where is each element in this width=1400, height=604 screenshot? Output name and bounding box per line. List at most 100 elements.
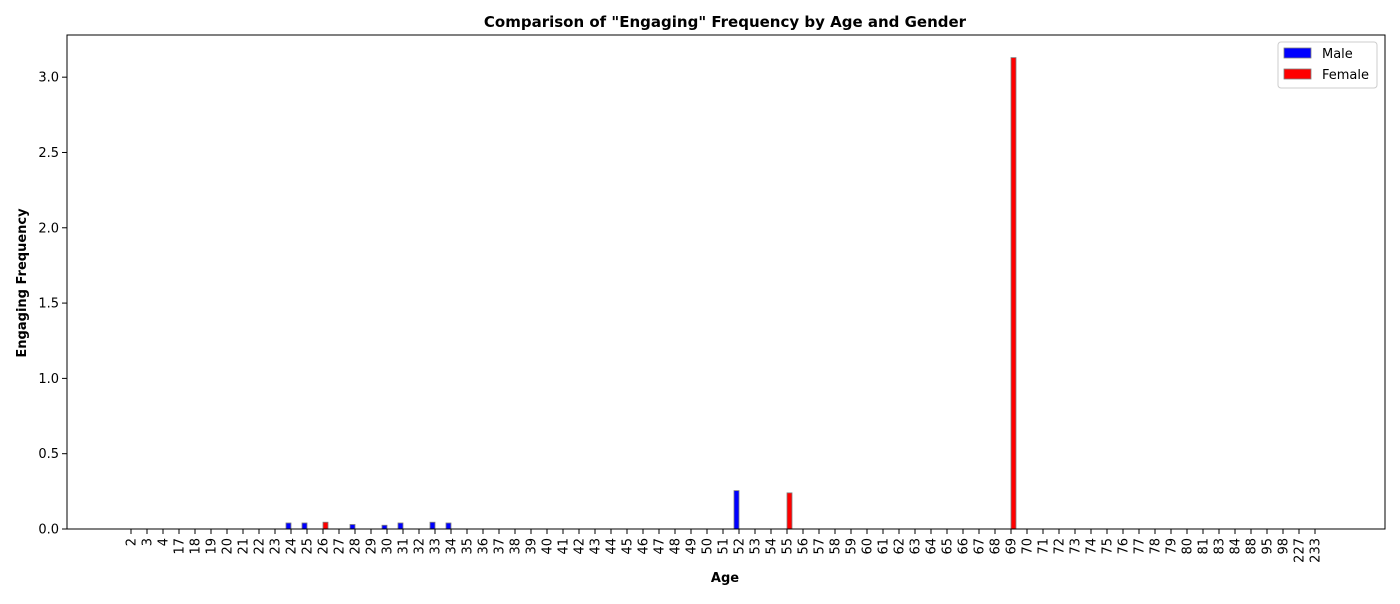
x-tick-label: 40 bbox=[541, 538, 556, 555]
x-tick-label: 2 bbox=[125, 538, 140, 546]
x-tick-label: 56 bbox=[797, 538, 812, 555]
x-tick-label: 49 bbox=[685, 538, 700, 555]
x-tick-label: 75 bbox=[1101, 538, 1116, 555]
bar-male bbox=[429, 521, 436, 530]
x-tick-label: 22 bbox=[253, 538, 268, 555]
x-tick-label: 23 bbox=[269, 538, 284, 555]
y-tick-label: 0.5 bbox=[38, 447, 59, 462]
bar-male bbox=[733, 490, 740, 530]
y-tick-label: 1.5 bbox=[38, 297, 59, 312]
x-tick-label: 63 bbox=[909, 538, 924, 555]
x-tick-label: 31 bbox=[397, 538, 412, 555]
x-tick-label: 78 bbox=[1149, 538, 1164, 555]
plot-frame bbox=[66, 34, 1386, 530]
y-tick-label: 0.0 bbox=[38, 523, 59, 538]
x-tick-label: 69 bbox=[1005, 538, 1020, 555]
x-tick-label: 34 bbox=[445, 538, 460, 555]
x-tick-label: 26 bbox=[317, 538, 332, 555]
x-tick-label: 35 bbox=[461, 538, 476, 555]
x-tick-label: 39 bbox=[525, 538, 540, 555]
legend-label-male: Male bbox=[1322, 47, 1353, 62]
x-tick-label: 81 bbox=[1197, 538, 1212, 555]
x-tick-label: 62 bbox=[893, 538, 908, 555]
x-tick-label: 77 bbox=[1133, 538, 1148, 555]
x-tick-label: 51 bbox=[717, 538, 732, 555]
bar-male bbox=[397, 522, 404, 530]
x-tick-label: 45 bbox=[621, 538, 636, 555]
y-tick-label: 3.0 bbox=[38, 71, 59, 86]
bar-male bbox=[381, 524, 388, 530]
x-tick-label: 46 bbox=[637, 538, 652, 555]
x-tick-label: 67 bbox=[973, 538, 988, 555]
y-axis-label: Engaging Frequency bbox=[15, 208, 30, 358]
x-tick-label: 88 bbox=[1245, 538, 1260, 555]
x-tick-label: 24 bbox=[285, 538, 300, 555]
x-tick-label: 18 bbox=[189, 538, 204, 555]
x-tick-label: 72 bbox=[1053, 538, 1068, 555]
chart-title: Comparison of "Engaging" Frequency by Ag… bbox=[484, 13, 967, 31]
bar-female bbox=[786, 492, 793, 530]
x-tick-label: 233 bbox=[1309, 538, 1324, 563]
bar-male bbox=[301, 522, 308, 530]
x-tick-label: 3 bbox=[141, 538, 156, 546]
x-tick-label: 58 bbox=[829, 538, 844, 555]
x-tick-label: 61 bbox=[877, 538, 892, 555]
x-tick-label: 47 bbox=[653, 538, 668, 555]
x-tick-label: 79 bbox=[1165, 538, 1180, 555]
x-tick-label: 50 bbox=[701, 538, 716, 555]
x-tick-label: 80 bbox=[1181, 538, 1196, 555]
x-tick-label: 70 bbox=[1021, 538, 1036, 555]
y-tick-label: 1.0 bbox=[38, 372, 59, 387]
x-tick-label: 53 bbox=[749, 538, 764, 555]
x-tick-label: 68 bbox=[989, 538, 1004, 555]
x-tick-label: 74 bbox=[1085, 538, 1100, 555]
x-tick-label: 25 bbox=[301, 538, 316, 555]
x-tick-label: 84 bbox=[1229, 538, 1244, 555]
x-tick-label: 28 bbox=[349, 538, 364, 555]
legend-label-female: Female bbox=[1322, 68, 1369, 83]
bar-female bbox=[1010, 57, 1017, 530]
y-tick-label: 2.5 bbox=[38, 146, 59, 161]
x-tick-label: 27 bbox=[333, 538, 348, 555]
x-tick-label: 48 bbox=[669, 538, 684, 555]
x-tick-label: 41 bbox=[557, 538, 572, 555]
x-tick-label: 95 bbox=[1261, 538, 1276, 555]
x-tick-label: 21 bbox=[237, 538, 252, 555]
x-tick-label: 19 bbox=[205, 538, 220, 555]
x-tick-label: 57 bbox=[813, 538, 828, 555]
x-axis-label: Age bbox=[711, 571, 739, 586]
y-tick-label: 2.0 bbox=[38, 221, 59, 236]
bar-male bbox=[285, 522, 292, 530]
x-tick-label: 38 bbox=[509, 538, 524, 555]
x-tick-label: 33 bbox=[429, 538, 444, 555]
legend: Male Female bbox=[1277, 41, 1378, 89]
x-tick-label: 65 bbox=[941, 538, 956, 555]
x-tick-label: 52 bbox=[733, 538, 748, 555]
legend-swatch-male bbox=[1283, 47, 1312, 59]
bar-female bbox=[322, 521, 329, 530]
bar-male bbox=[349, 524, 356, 530]
bar-male bbox=[445, 522, 452, 530]
x-tick-label: 29 bbox=[365, 538, 380, 555]
x-tick-label: 37 bbox=[493, 538, 508, 555]
plot-area: 0.00.51.01.52.02.53.02 3 4 17 18 19 20 21 22 23 24… bbox=[38, 57, 1324, 563]
x-tick-label: 55 bbox=[781, 538, 796, 555]
x-tick-label: 43 bbox=[589, 538, 604, 555]
x-tick-label: 71 bbox=[1037, 538, 1052, 555]
x-tick-label: 20 bbox=[221, 538, 236, 555]
x-tick-label: 44 bbox=[605, 538, 620, 555]
x-tick-label: 59 bbox=[845, 538, 860, 555]
x-tick-label: 32 bbox=[413, 538, 428, 555]
x-tick-label: 76 bbox=[1117, 538, 1132, 555]
x-tick-label: 60 bbox=[861, 538, 876, 555]
legend-swatch-female bbox=[1283, 68, 1312, 80]
x-tick-label: 54 bbox=[765, 538, 780, 555]
x-tick-label: 98 bbox=[1277, 538, 1292, 555]
x-tick-label: 36 bbox=[477, 538, 492, 555]
x-tick-label: 4 bbox=[157, 538, 172, 546]
x-tick-label: 64 bbox=[925, 538, 940, 555]
x-tick-label: 30 bbox=[381, 538, 396, 555]
x-tick-label: 73 bbox=[1069, 538, 1084, 555]
